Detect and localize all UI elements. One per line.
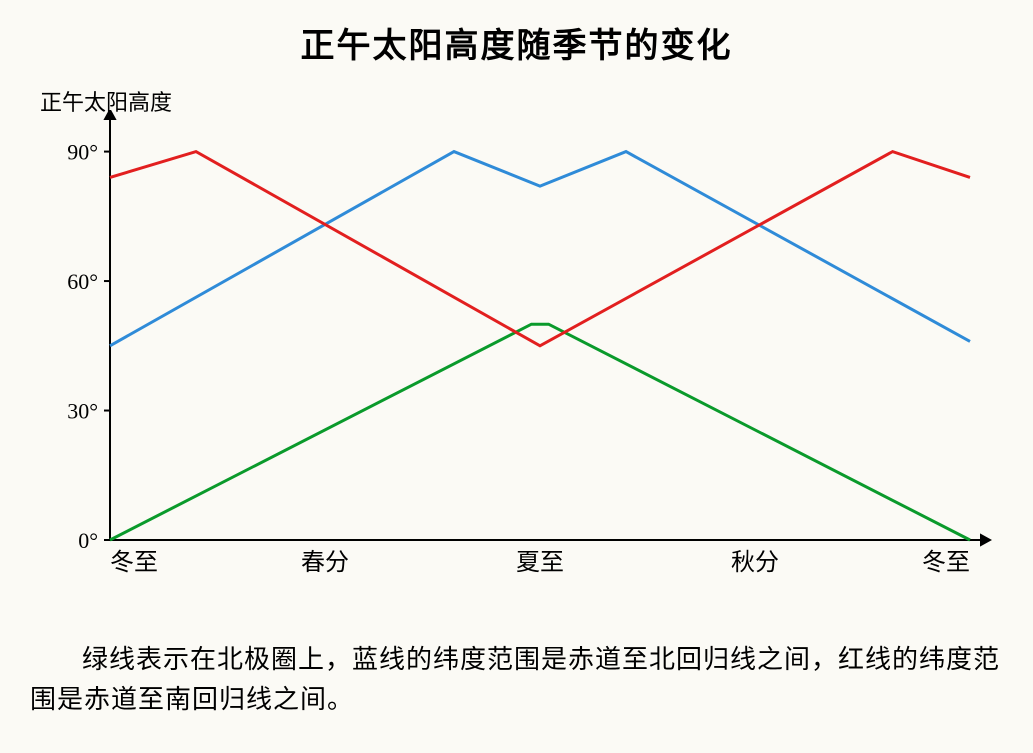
line-chart-svg: 0° 30° 60° 90° 冬至 春分 夏至 秋分 冬至 bbox=[40, 110, 1000, 590]
svg-text:冬至: 冬至 bbox=[922, 549, 970, 576]
chart-title: 正午太阳高度随季节的变化 bbox=[0, 0, 1033, 67]
svg-text:30°: 30° bbox=[67, 399, 98, 424]
chart-area: 0° 30° 60° 90° 冬至 春分 夏至 秋分 冬至 bbox=[40, 110, 1000, 590]
svg-text:秋分: 秋分 bbox=[731, 549, 779, 576]
svg-text:90°: 90° bbox=[67, 140, 98, 165]
svg-text:60°: 60° bbox=[67, 269, 98, 294]
chart-caption: 绿线表示在北极圈上，蓝线的纬度范围是赤道至北回归线之间，红线的纬度范围是赤道至南… bbox=[30, 640, 1003, 721]
svg-text:春分: 春分 bbox=[301, 549, 349, 576]
svg-text:夏至: 夏至 bbox=[516, 550, 564, 576]
svg-text:冬至: 冬至 bbox=[110, 549, 158, 576]
svg-text:0°: 0° bbox=[78, 528, 98, 553]
